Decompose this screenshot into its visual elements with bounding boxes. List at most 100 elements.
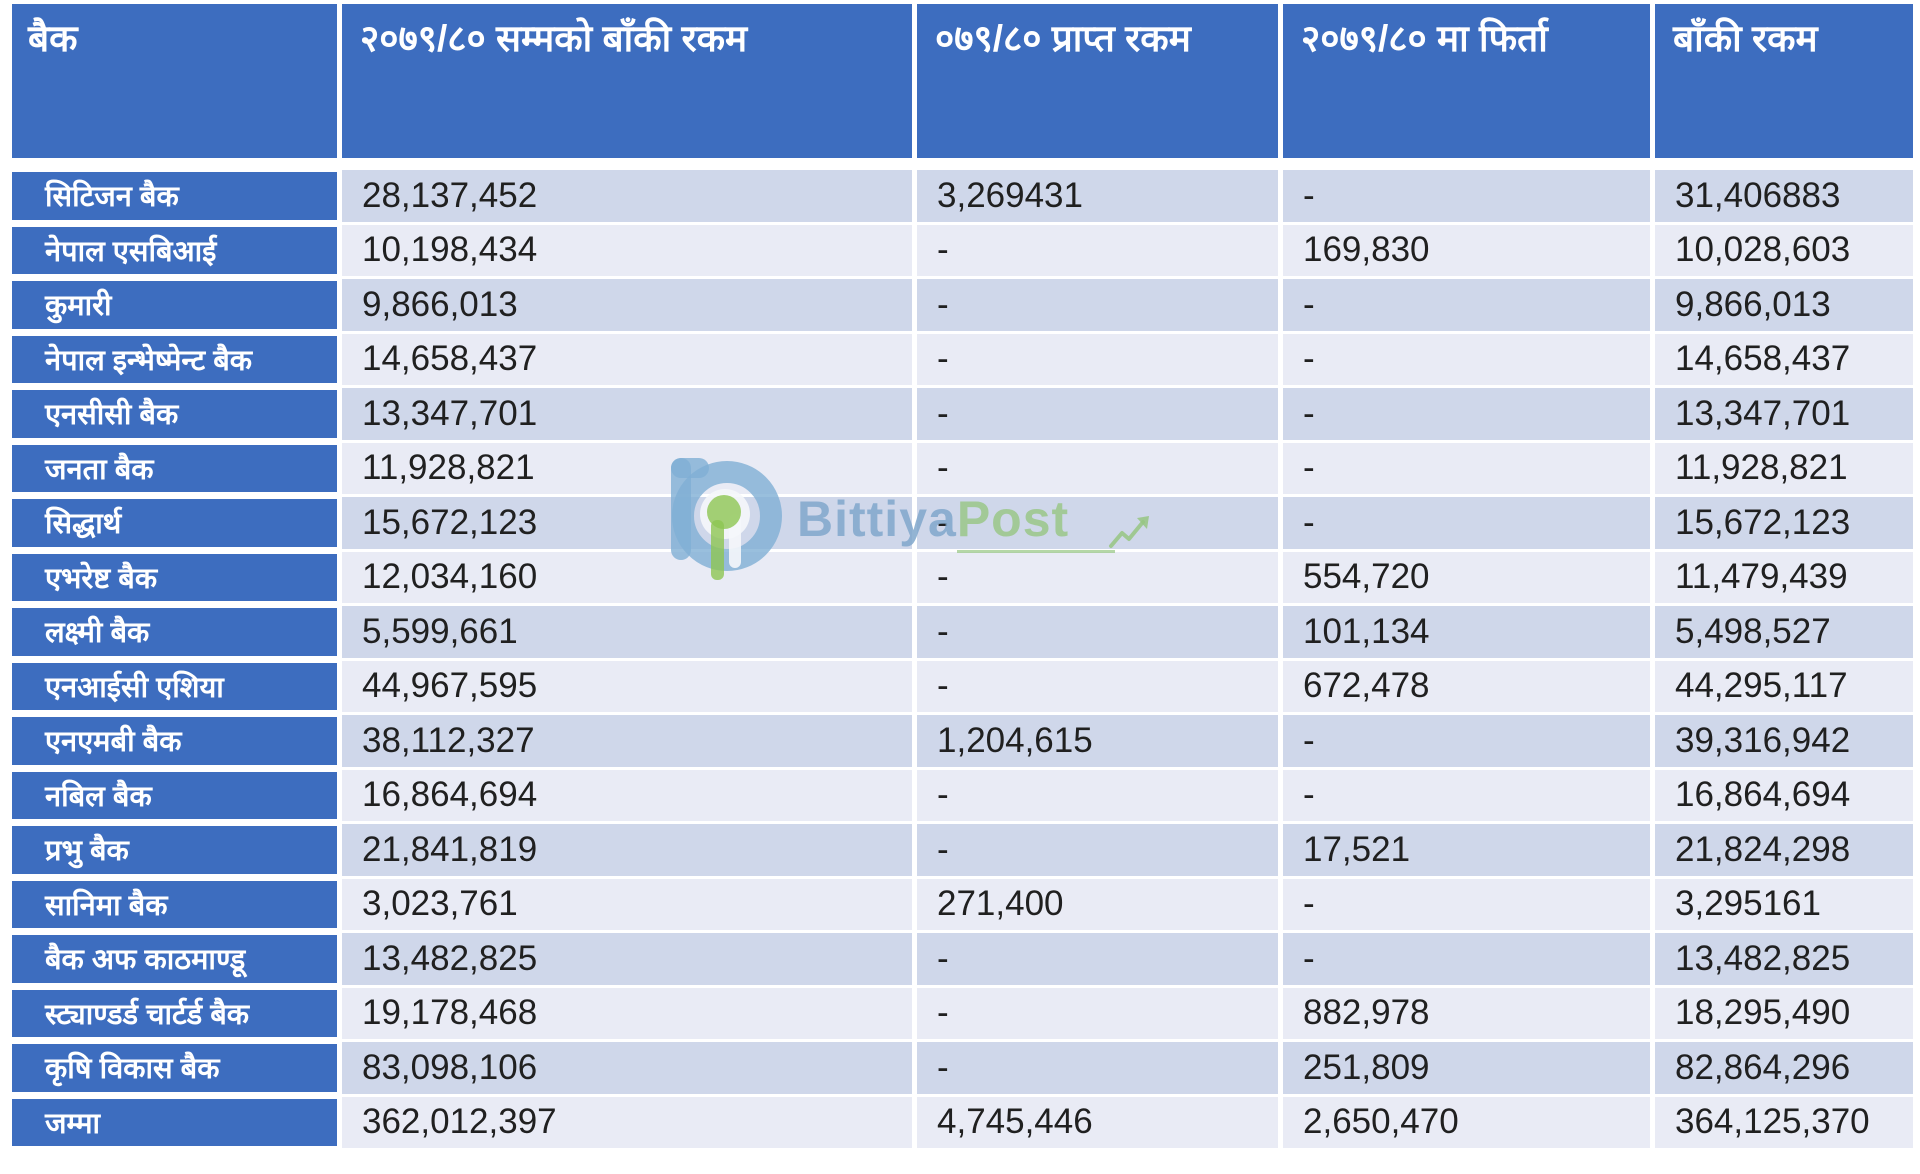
amount-remaining-cell: 13,482,825 xyxy=(1655,933,1913,985)
table-row: स्ट्याण्डर्ड चार्टर्ड बैक 19,178,468 - 8… xyxy=(12,987,1913,1039)
bank-name-cell: नेपाल एसबिआई xyxy=(12,224,337,276)
amount-returned-cell: 2,650,470 xyxy=(1283,1096,1650,1148)
amount-remaining-cell: 9,866,013 xyxy=(1655,279,1913,331)
amount-received-cell: 271,400 xyxy=(917,878,1278,930)
amount-returned-cell: - xyxy=(1283,442,1650,494)
bank-name-cell: नेपाल इन्भेष्मेन्ट बैक xyxy=(12,333,337,385)
amount-upto-cell: 44,967,595 xyxy=(342,660,912,712)
amount-received-cell: - xyxy=(917,933,1278,985)
amount-received-cell: - xyxy=(917,224,1278,276)
bank-name-cell: सानिमा बैक xyxy=(12,878,337,930)
header-remaining: बाँकी रकम xyxy=(1655,4,1913,158)
table-row: कृषि विकास बैक 83,098,106 - 251,809 82,8… xyxy=(12,1042,1913,1094)
amount-upto-cell: 362,012,397 xyxy=(342,1096,912,1148)
amount-returned-cell: 251,809 xyxy=(1283,1042,1650,1094)
amount-upto-cell: 5,599,661 xyxy=(342,606,912,658)
amount-returned-cell: - xyxy=(1283,388,1650,440)
amount-upto-cell: 12,034,160 xyxy=(342,551,912,603)
table-row: लक्ष्मी बैक 5,599,661 - 101,134 5,498,52… xyxy=(12,606,1913,658)
amount-upto-cell: 3,023,761 xyxy=(342,878,912,930)
amount-remaining-cell: 82,864,296 xyxy=(1655,1042,1913,1094)
bank-name-cell: कृषि विकास बैक xyxy=(12,1042,337,1094)
amount-returned-cell: - xyxy=(1283,769,1650,821)
table-row: एनएमबी बैक 38,112,327 1,204,615 - 39,316… xyxy=(12,715,1913,767)
amount-remaining-cell: 15,672,123 xyxy=(1655,497,1913,549)
bank-name-cell: बैक अफ काठमाण्डू xyxy=(12,933,337,985)
amount-returned-cell: - xyxy=(1283,933,1650,985)
bank-name-cell: प्रभु बैक xyxy=(12,824,337,876)
amount-upto-cell: 11,928,821 xyxy=(342,442,912,494)
table-row: सिटिजन बैक 28,137,452 3,269431 - 31,4068… xyxy=(12,170,1913,222)
amount-upto-cell: 13,347,701 xyxy=(342,388,912,440)
amount-remaining-cell: 11,928,821 xyxy=(1655,442,1913,494)
table-row: प्रभु बैक 21,841,819 - 17,521 21,824,298 xyxy=(12,824,1913,876)
bank-name-cell: जनता बैक xyxy=(12,442,337,494)
amount-remaining-cell: 5,498,527 xyxy=(1655,606,1913,658)
amount-upto-cell: 9,866,013 xyxy=(342,279,912,331)
amount-remaining-cell: 14,658,437 xyxy=(1655,333,1913,385)
amount-remaining-cell: 39,316,942 xyxy=(1655,715,1913,767)
amount-returned-cell: - xyxy=(1283,715,1650,767)
header-received-79-80: ०७९/८० प्राप्त रकम xyxy=(917,4,1278,158)
bank-name-cell: स्ट्याण्डर्ड चार्टर्ड बैक xyxy=(12,987,337,1039)
amount-returned-cell: 882,978 xyxy=(1283,987,1650,1039)
header-bank: बैक xyxy=(12,4,337,158)
header-returned-79-80: २०७९/८० मा फिर्ता xyxy=(1283,4,1650,158)
amount-remaining-cell: 11,479,439 xyxy=(1655,551,1913,603)
amount-returned-cell: - xyxy=(1283,333,1650,385)
bank-name-cell: एनसीसी बैक xyxy=(12,388,337,440)
amount-received-cell: - xyxy=(917,660,1278,712)
amount-returned-cell: - xyxy=(1283,497,1650,549)
amount-received-cell: - xyxy=(917,551,1278,603)
bank-name-cell: सिद्धार्थ xyxy=(12,497,337,549)
amount-returned-cell: - xyxy=(1283,170,1650,222)
amount-received-cell: - xyxy=(917,333,1278,385)
amount-received-cell: - xyxy=(917,497,1278,549)
amount-returned-cell: 672,478 xyxy=(1283,660,1650,712)
amount-received-cell: - xyxy=(917,769,1278,821)
amount-received-cell: - xyxy=(917,1042,1278,1094)
amount-remaining-cell: 18,295,490 xyxy=(1655,987,1913,1039)
table-row: नेपाल एसबिआई 10,198,434 - 169,830 10,028… xyxy=(12,224,1913,276)
amount-returned-cell: 554,720 xyxy=(1283,551,1650,603)
amount-remaining-cell: 16,864,694 xyxy=(1655,769,1913,821)
amount-upto-cell: 21,841,819 xyxy=(342,824,912,876)
amount-upto-cell: 15,672,123 xyxy=(342,497,912,549)
amount-returned-cell: 169,830 xyxy=(1283,224,1650,276)
table-row: कुमारी 9,866,013 - - 9,866,013 xyxy=(12,279,1913,331)
amount-received-cell: - xyxy=(917,606,1278,658)
amount-received-cell: - xyxy=(917,279,1278,331)
table-header: बैक २०७९/८० सम्मको बाँकी रकम ०७९/८० प्रा… xyxy=(12,4,1913,158)
amount-received-cell: - xyxy=(917,442,1278,494)
amount-received-cell: 4,745,446 xyxy=(917,1096,1278,1148)
table-row: एनआईसी एशिया 44,967,595 - 672,478 44,295… xyxy=(12,660,1913,712)
amount-remaining-cell: 10,028,603 xyxy=(1655,224,1913,276)
amount-remaining-cell: 21,824,298 xyxy=(1655,824,1913,876)
amount-received-cell: 1,204,615 xyxy=(917,715,1278,767)
bank-name-cell: सिटिजन बैक xyxy=(12,170,337,222)
amount-remaining-cell: 3,295161 xyxy=(1655,878,1913,930)
table-row: नेपाल इन्भेष्मेन्ट बैक 14,658,437 - - 14… xyxy=(12,333,1913,385)
table-body: सिटिजन बैक 28,137,452 3,269431 - 31,4068… xyxy=(12,170,1913,1148)
amount-upto-cell: 16,864,694 xyxy=(342,769,912,821)
amount-upto-cell: 38,112,327 xyxy=(342,715,912,767)
amount-upto-cell: 14,658,437 xyxy=(342,333,912,385)
table-row: नबिल बैक 16,864,694 - - 16,864,694 xyxy=(12,769,1913,821)
table-row: सिद्धार्थ 15,672,123 - - 15,672,123 xyxy=(12,497,1913,549)
header-balance-upto-79-80: २०७९/८० सम्मको बाँकी रकम xyxy=(342,4,912,158)
amount-received-cell: 3,269431 xyxy=(917,170,1278,222)
banks-table: बैक २०७९/८० सम्मको बाँकी रकम ०७९/८० प्रा… xyxy=(12,4,1913,1151)
table-row: एभरेष्ट बैक 12,034,160 - 554,720 11,479,… xyxy=(12,551,1913,603)
amount-upto-cell: 13,482,825 xyxy=(342,933,912,985)
table-row: एनसीसी बैक 13,347,701 - - 13,347,701 xyxy=(12,388,1913,440)
bank-name-cell: एनआईसी एशिया xyxy=(12,660,337,712)
table-row: जनता बैक 11,928,821 - - 11,928,821 xyxy=(12,442,1913,494)
amount-upto-cell: 83,098,106 xyxy=(342,1042,912,1094)
amount-received-cell: - xyxy=(917,824,1278,876)
bank-name-cell: एभरेष्ट बैक xyxy=(12,551,337,603)
bank-name-cell: कुमारी xyxy=(12,279,337,331)
table-row: बैक अफ काठमाण्डू 13,482,825 - - 13,482,8… xyxy=(12,933,1913,985)
amount-returned-cell: 101,134 xyxy=(1283,606,1650,658)
amount-returned-cell: 17,521 xyxy=(1283,824,1650,876)
amount-returned-cell: - xyxy=(1283,279,1650,331)
